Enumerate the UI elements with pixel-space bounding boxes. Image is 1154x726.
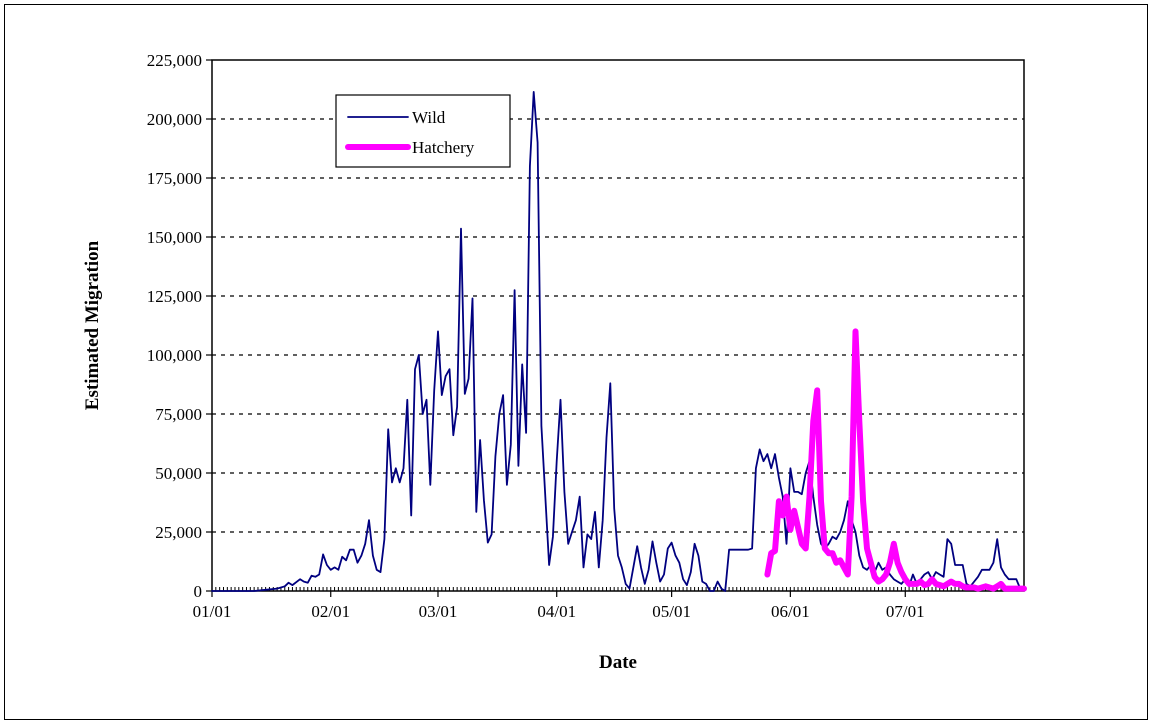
hatchery-series-line xyxy=(764,328,1027,592)
x-tick-label: 07/01 xyxy=(886,602,925,621)
x-axis-title: Date xyxy=(599,652,637,673)
x-tick-label: 04/01 xyxy=(537,602,576,621)
chart-frame xyxy=(4,4,1148,720)
y-axis-ticks xyxy=(206,59,212,592)
x-tick-label: 02/01 xyxy=(311,602,350,621)
y-tick-label: 225,000 xyxy=(147,51,202,70)
x-tick-label: 03/01 xyxy=(419,602,458,621)
y-tick-label: 125,000 xyxy=(147,287,202,306)
y-tick-label: 50,000 xyxy=(155,464,202,483)
x-tick-label: 05/01 xyxy=(652,602,691,621)
x-tick-label: 01/01 xyxy=(193,602,232,621)
legend-label-wild: Wild xyxy=(412,108,446,127)
legend-label-hatchery: Hatchery xyxy=(412,138,475,157)
y-tick-label: 150,000 xyxy=(147,228,202,247)
y-axis-title: Estimated Migration xyxy=(82,240,103,410)
series-layer xyxy=(211,91,1027,592)
legend-box xyxy=(335,94,511,168)
y-tick-label: 0 xyxy=(194,582,203,601)
grid-lines xyxy=(212,118,1024,533)
y-tick-label: 25,000 xyxy=(155,523,202,542)
x-tick-label: 06/01 xyxy=(771,602,810,621)
y-tick-label: 175,000 xyxy=(147,169,202,188)
y-axis-tick-labels: 0 25,000 50,000 75,000 100,000 125,000 150,000… xyxy=(147,51,202,601)
y-tick-label: 200,000 xyxy=(147,110,202,129)
plot-area xyxy=(211,59,1025,592)
x-axis-tick-labels: 01/01 02/01 03/01 04/01 05/01 06/01 07/01 xyxy=(193,602,925,621)
x-axis-ticks xyxy=(211,587,1025,597)
legend: Wild Hatchery xyxy=(335,94,511,168)
wild-series-line xyxy=(211,91,1025,592)
y-tick-label: 100,000 xyxy=(147,346,202,365)
y-tick-label: 75,000 xyxy=(155,405,202,424)
